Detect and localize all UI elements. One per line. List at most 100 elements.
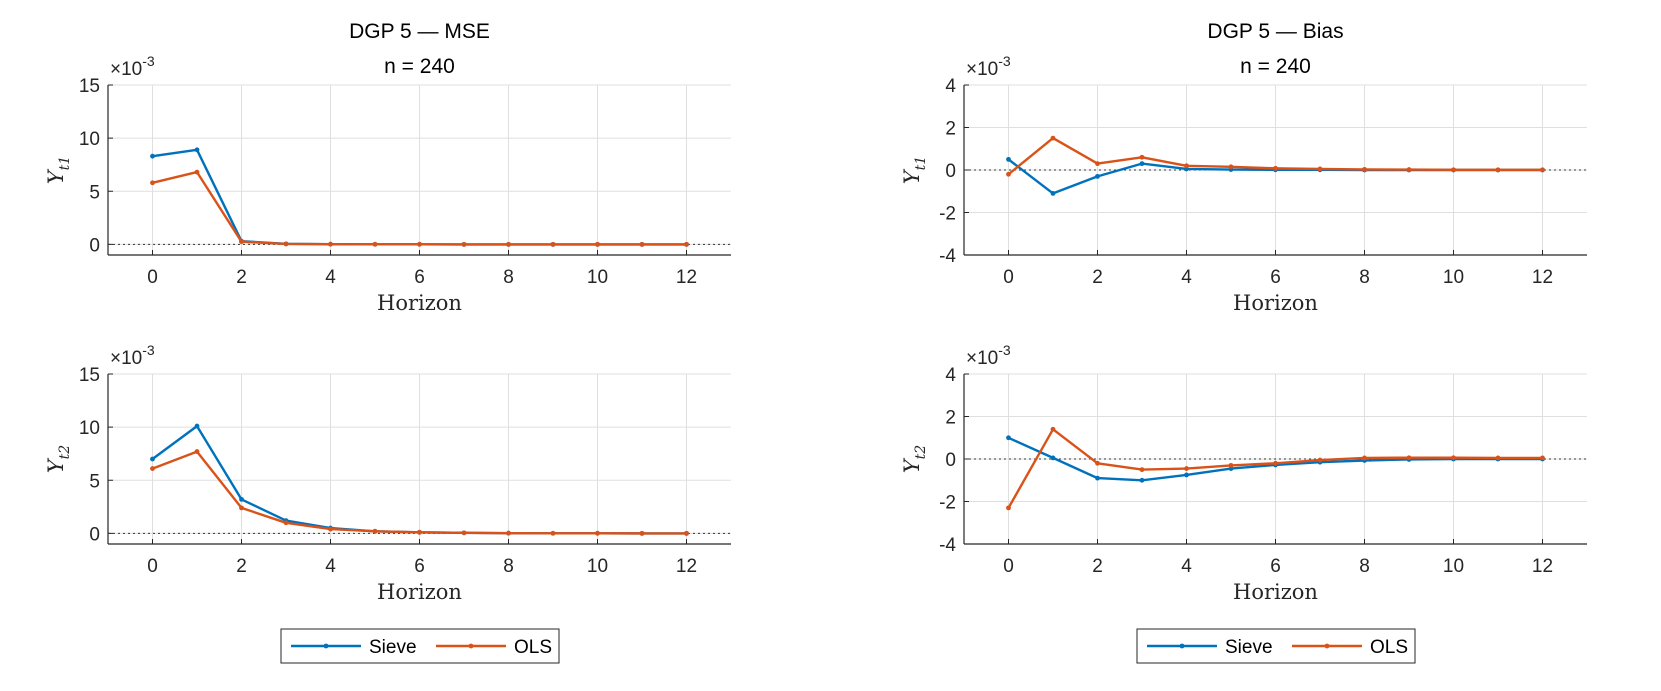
legend-1: Sieve OLS [280, 628, 560, 664]
legend-marker-ols [1324, 643, 1330, 649]
chart-subtitle: n = 240 [384, 55, 455, 78]
data-point-ols [1362, 455, 1367, 461]
x-axis-label: Horizon [377, 580, 462, 604]
data-point-ols [150, 180, 155, 186]
y-tick-label: 10 [79, 418, 100, 439]
data-point-ols [1050, 135, 1056, 141]
data-point-ols [1184, 163, 1189, 169]
data-point-ols [639, 241, 645, 247]
chart-subtitle: n = 240 [1240, 55, 1311, 78]
x-tick-label: 2 [236, 556, 247, 577]
data-point-ols [328, 241, 333, 247]
data-point-ols [239, 239, 244, 245]
data-point-ols [684, 530, 689, 536]
data-point-ols [372, 241, 378, 247]
legend-label-sieve: Sieve [369, 637, 417, 658]
data-point-sieve [194, 147, 200, 153]
data-point-ols [1228, 164, 1234, 170]
data-point-ols [461, 530, 467, 536]
data-point-ols [194, 449, 200, 454]
y-exponent-label: ×10-3 [966, 342, 1011, 369]
data-point-ols [1139, 467, 1145, 473]
x-tick-label: 6 [414, 556, 425, 577]
x-tick-label: 2 [236, 267, 247, 288]
data-point-ols [1273, 165, 1278, 171]
data-point-sieve [150, 456, 155, 462]
data-point-ols [1540, 455, 1545, 461]
data-point-ols [1273, 460, 1278, 466]
data-point-sieve [1184, 472, 1189, 478]
y-tick-label: 10 [79, 129, 100, 150]
x-tick-label: 2 [1092, 556, 1103, 577]
data-point-sieve [1050, 190, 1056, 196]
y-tick-label: 4 [945, 76, 956, 97]
data-point-ols [328, 526, 333, 532]
x-tick-label: 12 [1532, 556, 1553, 577]
x-tick-label: 10 [1443, 556, 1464, 577]
data-point-ols [684, 241, 689, 247]
data-point-ols [506, 530, 511, 536]
y-axis-label: Yt2 [44, 445, 73, 474]
chart-panel-2: 0 2 4 6 8 10 12 -4 -2 0 2 4 ×10-3 DGP 5 — Bias n = 240… [900, 20, 1587, 315]
y-tick-label: 2 [945, 119, 956, 140]
data-point-ols [550, 530, 556, 536]
data-point-ols [1406, 455, 1412, 461]
data-point-ols [1451, 167, 1456, 173]
y-exponent-label: ×10-3 [110, 53, 155, 80]
data-point-sieve [239, 496, 244, 502]
x-tick-label: 0 [147, 556, 158, 577]
data-point-ols [283, 241, 289, 247]
y-tick-label: -2 [939, 204, 956, 225]
data-point-ols [283, 520, 289, 526]
data-point-ols [1095, 161, 1100, 167]
x-tick-label: 4 [325, 556, 336, 577]
data-point-ols [1406, 167, 1412, 172]
data-point-ols [550, 241, 556, 247]
data-point-ols [417, 241, 422, 247]
x-tick-label: 4 [325, 267, 336, 288]
data-point-ols [595, 241, 600, 247]
data-point-ols [1317, 166, 1323, 172]
x-tick-label: 12 [676, 267, 697, 288]
y-tick-label: 0 [945, 161, 956, 182]
y-axis-label: Yt1 [44, 156, 73, 184]
x-tick-label: 8 [1359, 267, 1370, 288]
y-axis-label: Yt2 [900, 445, 929, 474]
x-tick-label: 10 [1443, 267, 1464, 288]
data-point-sieve [1050, 455, 1056, 461]
y-tick-label: -4 [939, 246, 956, 267]
y-tick-label: 0 [89, 235, 100, 256]
y-tick-label: 0 [89, 524, 100, 545]
data-point-ols [1451, 455, 1456, 461]
data-point-ols [372, 528, 378, 534]
x-axis-label: Horizon [377, 291, 462, 315]
y-tick-label: -2 [939, 493, 956, 514]
data-point-ols [417, 529, 422, 535]
y-tick-label: 15 [79, 365, 100, 386]
data-point-ols [1540, 167, 1545, 173]
chart-panel-4: 0 2 4 6 8 10 12 -4 -2 0 2 4 ×10-3 Horizon Yt2 [900, 342, 1587, 604]
data-point-sieve [150, 153, 155, 159]
x-tick-label: 4 [1181, 556, 1192, 577]
data-point-sieve [1139, 161, 1145, 167]
data-point-ols [1006, 505, 1011, 511]
data-point-ols [506, 241, 511, 247]
y-tick-label: 5 [89, 182, 100, 203]
data-point-ols [1317, 457, 1323, 463]
x-tick-label: 8 [1359, 556, 1370, 577]
data-point-ols [595, 530, 600, 536]
chart-panel-1: 0 2 4 6 8 10 12 0 5 10 15 ×10-3 DGP 5 — MSE n = 240 Ho… [44, 20, 731, 315]
x-tick-label: 4 [1181, 267, 1192, 288]
x-tick-label: 6 [1270, 556, 1281, 577]
chart-title: DGP 5 — MSE [349, 20, 490, 43]
data-point-sieve [1139, 477, 1145, 483]
x-axis-label: Horizon [1233, 580, 1318, 604]
data-point-ols [1228, 462, 1234, 468]
legend-label-ols: OLS [514, 637, 552, 658]
y-tick-label: -4 [939, 535, 956, 556]
data-point-ols [1095, 460, 1100, 466]
legend-label-ols: OLS [1370, 637, 1408, 658]
legend-marker-sieve [323, 643, 329, 649]
legend-marker-ols [468, 643, 474, 649]
